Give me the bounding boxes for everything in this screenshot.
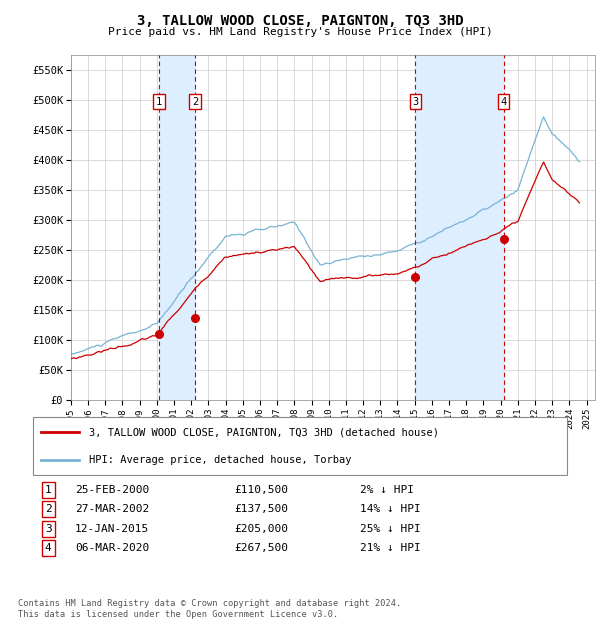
Text: 2% ↓ HPI: 2% ↓ HPI [360,485,414,495]
Text: £205,000: £205,000 [235,524,289,534]
Text: HPI: Average price, detached house, Torbay: HPI: Average price, detached house, Torb… [89,455,352,465]
Text: 2: 2 [45,504,52,514]
Text: 1: 1 [45,485,52,495]
Text: £267,500: £267,500 [235,543,289,553]
Text: 3, TALLOW WOOD CLOSE, PAIGNTON, TQ3 3HD: 3, TALLOW WOOD CLOSE, PAIGNTON, TQ3 3HD [137,14,463,28]
Text: £137,500: £137,500 [235,504,289,514]
Text: 4: 4 [45,543,52,553]
Text: 27-MAR-2002: 27-MAR-2002 [75,504,149,514]
Text: 25% ↓ HPI: 25% ↓ HPI [360,524,421,534]
Text: Price paid vs. HM Land Registry's House Price Index (HPI): Price paid vs. HM Land Registry's House … [107,27,493,37]
Text: 06-MAR-2020: 06-MAR-2020 [75,543,149,553]
Text: 2: 2 [192,97,198,107]
Text: 4: 4 [500,97,507,107]
Bar [415,55,504,400]
Text: 21% ↓ HPI: 21% ↓ HPI [360,543,421,553]
Text: Contains HM Land Registry data © Crown copyright and database right 2024.
This d: Contains HM Land Registry data © Crown c… [18,600,401,619]
Text: £110,500: £110,500 [235,485,289,495]
FancyBboxPatch shape [33,417,568,475]
Text: 12-JAN-2015: 12-JAN-2015 [75,524,149,534]
Text: 3: 3 [45,524,52,534]
Text: 3, TALLOW WOOD CLOSE, PAIGNTON, TQ3 3HD (detached house): 3, TALLOW WOOD CLOSE, PAIGNTON, TQ3 3HD … [89,427,439,437]
Text: 3: 3 [412,97,418,107]
Bar [159,55,195,400]
Text: 1: 1 [156,97,162,107]
Text: 25-FEB-2000: 25-FEB-2000 [75,485,149,495]
Text: 14% ↓ HPI: 14% ↓ HPI [360,504,421,514]
